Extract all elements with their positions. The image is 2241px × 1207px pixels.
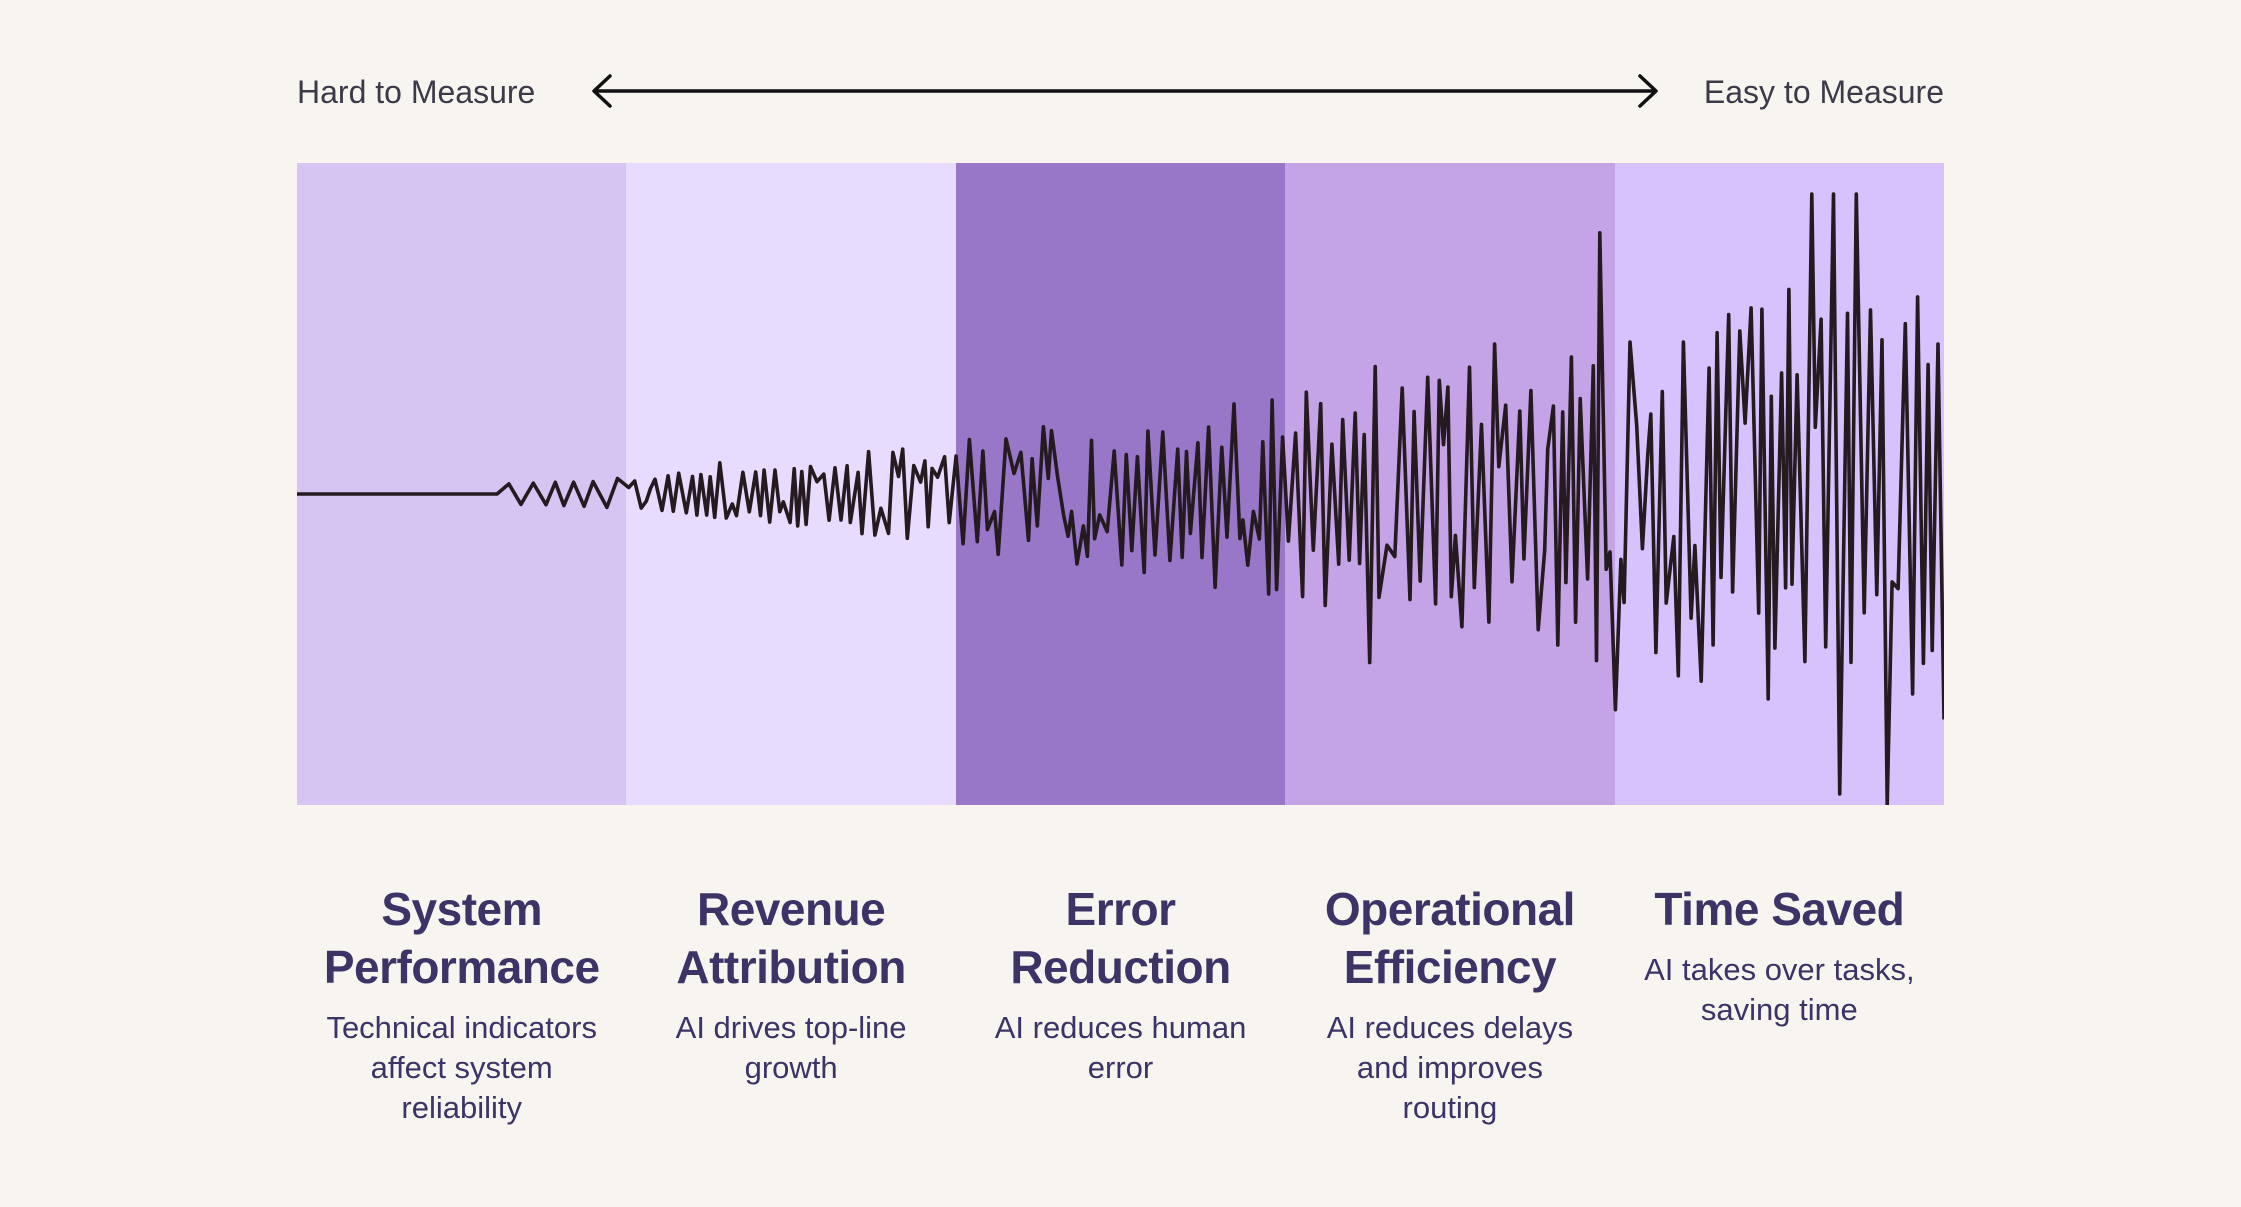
column-error-reduction: Error Reduction AI reduces human error <box>956 880 1285 1128</box>
signal-waveform <box>297 192 1944 805</box>
column-title: Error Reduction <box>1010 883 1231 993</box>
column-description: AI reduces delays and improves routing <box>1326 1010 1574 1125</box>
column-system-performance: System Performance Technical indicators … <box>297 880 626 1128</box>
column-description: AI drives top-line growth <box>675 1010 907 1085</box>
measurability-arrow-icon <box>592 74 1658 108</box>
category-columns: System Performance Technical indicators … <box>297 880 1944 1128</box>
column-title: Revenue Attribution <box>676 883 906 993</box>
waveform-line <box>297 192 1944 805</box>
column-revenue-attribution: Revenue Attribution AI drives top-line g… <box>626 880 955 1128</box>
column-description: AI reduces human error <box>994 1010 1247 1085</box>
column-operational-efficiency: Operational Efficiency AI reduces delays… <box>1285 880 1614 1128</box>
column-title: Operational Efficiency <box>1324 883 1576 993</box>
column-description: AI takes over tasks, saving time <box>1644 952 1915 1027</box>
hard-to-measure-label: Hard to Measure <box>297 74 536 110</box>
column-description: Technical indicators affect system relia… <box>326 1010 597 1125</box>
column-title: Time Saved <box>1654 883 1905 935</box>
column-title: System Performance <box>323 883 600 993</box>
column-time-saved: Time Saved AI takes over tasks, saving t… <box>1615 880 1944 1128</box>
easy-to-measure-label: Easy to Measure <box>1703 74 1944 110</box>
